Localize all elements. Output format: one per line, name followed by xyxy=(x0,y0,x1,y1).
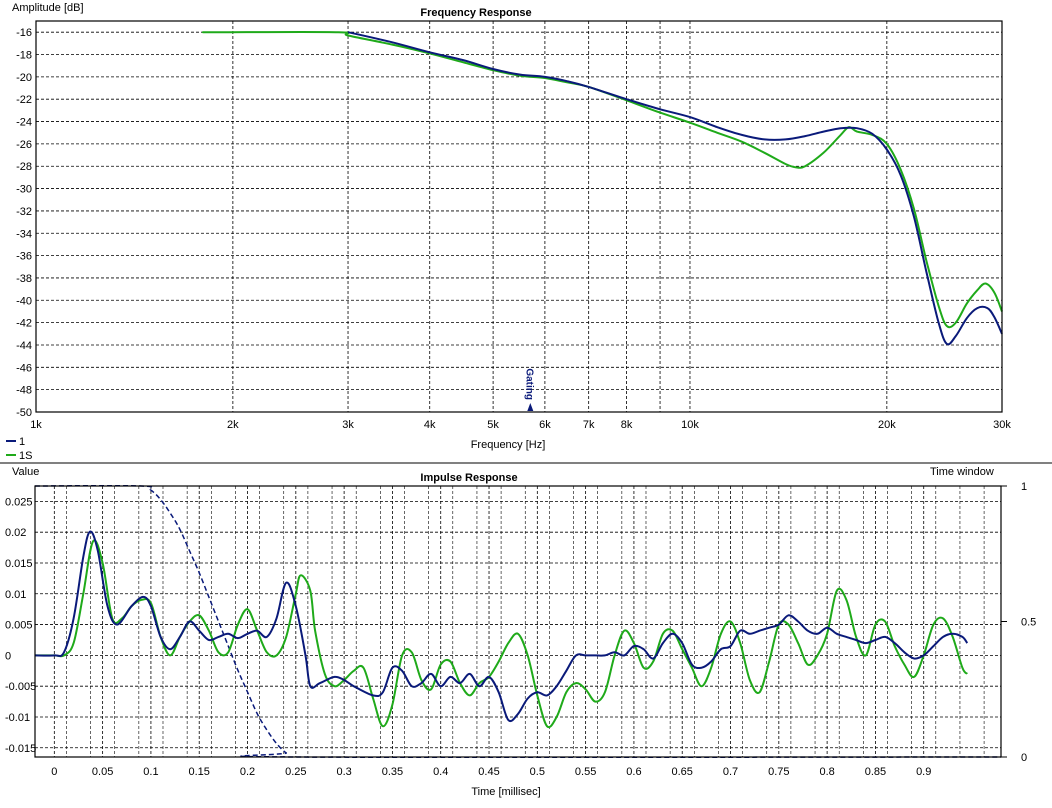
frequency-y-tick-label: -16 xyxy=(16,27,32,39)
frequency-x-tick-label: 3k xyxy=(342,419,354,431)
impulse-series-line-1 xyxy=(34,530,969,723)
frequency-series-line-1 xyxy=(347,31,1003,346)
impulse-x-tick-label: 0.15 xyxy=(189,766,210,778)
impulse-x-tick-label: 0.6 xyxy=(626,766,641,778)
frequency-x-tick-label: 1k xyxy=(30,419,42,431)
impulse-y-tick-label: 0.005 xyxy=(5,620,33,632)
impulse-y2-tick-label: 1 xyxy=(1021,481,1027,493)
frequency-y-tick-label: -26 xyxy=(16,139,32,151)
impulse-x-tick-label: 0.05 xyxy=(92,766,113,778)
frequency-y-tick-label: -22 xyxy=(16,94,32,106)
impulse-x-tick-label: 0 xyxy=(51,766,57,778)
frequency-x-tick-label: 6k xyxy=(539,419,551,431)
impulse-y-tick-label: -0.015 xyxy=(5,743,36,755)
frequency-x-tick-label: 7k xyxy=(583,419,595,431)
impulse-x-tick-label: 0.25 xyxy=(285,766,306,778)
impulse-x-tick-label: 0.7 xyxy=(723,766,738,778)
frequency-y-tick-label: -32 xyxy=(16,206,32,218)
impulse-x-tick-label: 0.1 xyxy=(143,766,158,778)
impulse-x-tick-label: 0.65 xyxy=(672,766,693,778)
legend-label-1s: 1S xyxy=(19,450,32,462)
impulse-series-line-1S xyxy=(35,539,969,729)
impulse-y-tick-label: 0.015 xyxy=(5,558,33,570)
impulse-x-axis-label: Time [millisec] xyxy=(471,786,540,798)
impulse-x-tick-label: 0.75 xyxy=(768,766,789,778)
impulse-chart-title: Impulse Response xyxy=(420,472,517,484)
impulse-y-axis-label: Value xyxy=(12,466,39,478)
impulse-x-tick-label: 0.8 xyxy=(819,766,834,778)
frequency-y-tick-label: -18 xyxy=(16,50,32,62)
frequency-x-tick-label: 30k xyxy=(993,419,1011,431)
gating-marker-triangle xyxy=(527,403,534,411)
frequency-y-tick-label: -24 xyxy=(16,117,32,129)
legend: 1 1S xyxy=(6,436,32,462)
frequency-series xyxy=(201,30,1003,346)
frequency-y-tick-label: -38 xyxy=(16,273,32,285)
impulse-y-tick-label: 0.02 xyxy=(5,527,26,539)
frequency-y-tick-label: -46 xyxy=(16,362,32,374)
impulse-series xyxy=(34,484,1002,759)
impulse-tick-labels: 0.025 0.02 0.015 0.01 0.005 0 -0.005 -0.01 -0.01… xyxy=(5,481,1036,778)
frequency-x-tick-label: 2k xyxy=(227,419,239,431)
impulse-y-tick-label: -0.01 xyxy=(5,712,30,724)
frequency-plot-frame xyxy=(35,20,1003,413)
frequency-y-tick-label: -40 xyxy=(16,295,32,307)
impulse-y2-axis-label: Time window xyxy=(930,466,994,478)
frequency-y-tick-label: -48 xyxy=(16,385,32,397)
frequency-x-tick-label: 4k xyxy=(424,419,436,431)
frequency-grid xyxy=(35,21,1003,413)
frequency-y-tick-label: -30 xyxy=(16,184,32,196)
impulse-x-tick-label: 0.55 xyxy=(575,766,596,778)
frequency-y-tick-label: -34 xyxy=(16,228,32,240)
frequency-x-tick-label: 5k xyxy=(487,419,499,431)
frequency-x-tick-label: 20k xyxy=(878,419,896,431)
impulse-x-tick-label: 0.35 xyxy=(382,766,403,778)
frequency-y-tick-label: -36 xyxy=(16,251,32,263)
impulse-x-tick-label: 0.4 xyxy=(433,766,448,778)
frequency-x-tick-label: 8k xyxy=(621,419,633,431)
impulse-x-tick-label: 0.85 xyxy=(865,766,886,778)
frequency-y-tick-label: -20 xyxy=(16,72,32,84)
impulse-y2-tick-label: 0 xyxy=(1021,752,1027,764)
impulse-x-tick-label: 0.5 xyxy=(530,766,545,778)
frequency-tick-labels: -16 -18 -20 -22 -24 -26 -28 -30 -32 -34 -36 -38 -40 -… xyxy=(16,27,1011,431)
gating-marker-label: Gating xyxy=(523,368,534,400)
impulse-y-tick-label: -0.005 xyxy=(5,681,36,693)
impulse-y-tick-label: 0.01 xyxy=(5,589,26,601)
frequency-y-tick-label: -28 xyxy=(16,161,32,173)
impulse-grid xyxy=(35,486,1001,757)
impulse-y2-tick-label: 0.5 xyxy=(1021,617,1036,629)
frequency-y-tick-label: -42 xyxy=(16,318,32,330)
frequency-y-tick-label: -50 xyxy=(16,407,32,419)
frequency-x-tick-label: 10k xyxy=(681,419,699,431)
impulse-plot-frame xyxy=(34,485,1002,758)
frequency-chart-title: Frequency Response xyxy=(420,7,531,19)
impulse-x-tick-label: 0.9 xyxy=(916,766,931,778)
legend-label-1: 1 xyxy=(19,436,25,448)
frequency-series-line-1S xyxy=(201,30,1003,329)
frequency-x-axis-label: Frequency [Hz] xyxy=(471,439,546,451)
impulse-x-tick-label: 0.2 xyxy=(240,766,255,778)
impulse-y-tick-label: 0 xyxy=(5,650,11,662)
gating-marker: Gating xyxy=(523,368,534,411)
frequency-y-tick-label: -44 xyxy=(16,340,32,352)
impulse-y-tick-label: 0.025 xyxy=(5,496,33,508)
frequency-y-axis-label: Amplitude [dB] xyxy=(12,2,84,14)
impulse-x-tick-label: 0.45 xyxy=(478,766,499,778)
impulse-x-tick-label: 0.3 xyxy=(336,766,351,778)
